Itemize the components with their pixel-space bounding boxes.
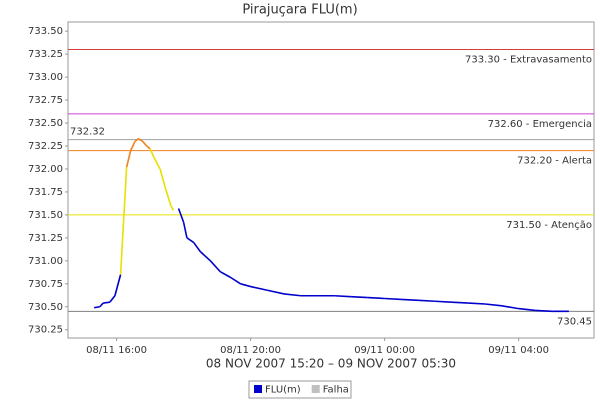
threshold-label: 732.60 - Emergencia [488,119,592,130]
y-tick-label: 732.75 [28,95,63,106]
line-segment [240,283,251,288]
marker-label: 730.45 [557,316,592,327]
line-segment [192,241,201,253]
x-tick-label: 08/11 16:00 [86,345,147,356]
line-segment [177,208,185,223]
line-segment [267,289,285,295]
y-tick-label: 732.00 [28,164,63,175]
line-segment [99,302,104,308]
y-tick-label: 731.50 [28,210,63,221]
line-segment [170,205,175,211]
line-segment [114,274,122,296]
line-segment [109,295,116,303]
chart-title: Pirajuçara FLU(m) [242,3,357,18]
x-axis-label: 08 NOV 2007 15:20 – 09 NOV 2007 05:30 [206,357,456,371]
line-segment [284,293,301,297]
legend [248,380,352,399]
line-segment [103,301,110,304]
line-segment [137,137,144,143]
x-tick-label: 09/11 00:00 [354,345,415,356]
y-tick-label: 730.50 [28,302,63,313]
line-segment [209,260,222,273]
y-tick-label: 733.25 [28,49,63,60]
line-segment [125,150,132,168]
y-tick-label: 730.25 [28,325,63,336]
y-tick-label: 733.50 [28,26,63,37]
line-segment [401,298,419,302]
marker-label: 732.32 [70,127,105,138]
line-segment [134,138,139,143]
line-segment [434,300,452,303]
line-segment [94,305,100,309]
line-segment [220,271,231,279]
line-segment [250,285,268,292]
line-segment [485,303,502,307]
y-tick-label: 732.25 [28,141,63,152]
line-segment [468,302,486,305]
y-tick-label: 731.00 [28,256,63,267]
y-tick-label: 733.00 [28,72,63,83]
legend-swatch [311,385,320,393]
line-segment [129,141,136,151]
legend-swatch [254,385,262,393]
line-segment [535,309,553,313]
plot-area [67,21,595,339]
line-segment [518,307,536,312]
y-tick-label: 731.25 [28,233,63,244]
y-tick-label: 732.50 [28,118,63,129]
y-tick-label: 730.75 [28,279,63,290]
y-tick-label: 731.75 [28,187,63,198]
threshold-label: 733.30 - Extravasamento [465,55,592,66]
line-segment [367,296,385,300]
x-tick-label: 08/11 20:00 [220,345,281,356]
line-segment [451,301,469,304]
line-segment [182,222,188,239]
threshold-label: 731.50 - Atenção [506,220,592,231]
line-segment [142,140,148,147]
line-segment [154,159,161,170]
line-segment [149,148,156,161]
line-segment [230,276,241,285]
threshold-label: 732.20 - Alerta [517,156,592,167]
line-segment [199,251,211,262]
line-segment [119,167,128,275]
line-segment [146,145,151,150]
legend-label: FLU(m) [265,385,301,396]
line-segment [384,297,402,301]
line-segment [351,295,368,299]
legend-label: Falha [323,385,349,396]
line-segment [164,187,172,206]
line-segment [159,168,166,188]
line-segment [418,299,435,303]
line-segment [186,237,195,244]
line-segment [501,305,519,310]
x-tick-label: 09/11 04:00 [488,345,549,356]
line-segment [334,294,352,298]
